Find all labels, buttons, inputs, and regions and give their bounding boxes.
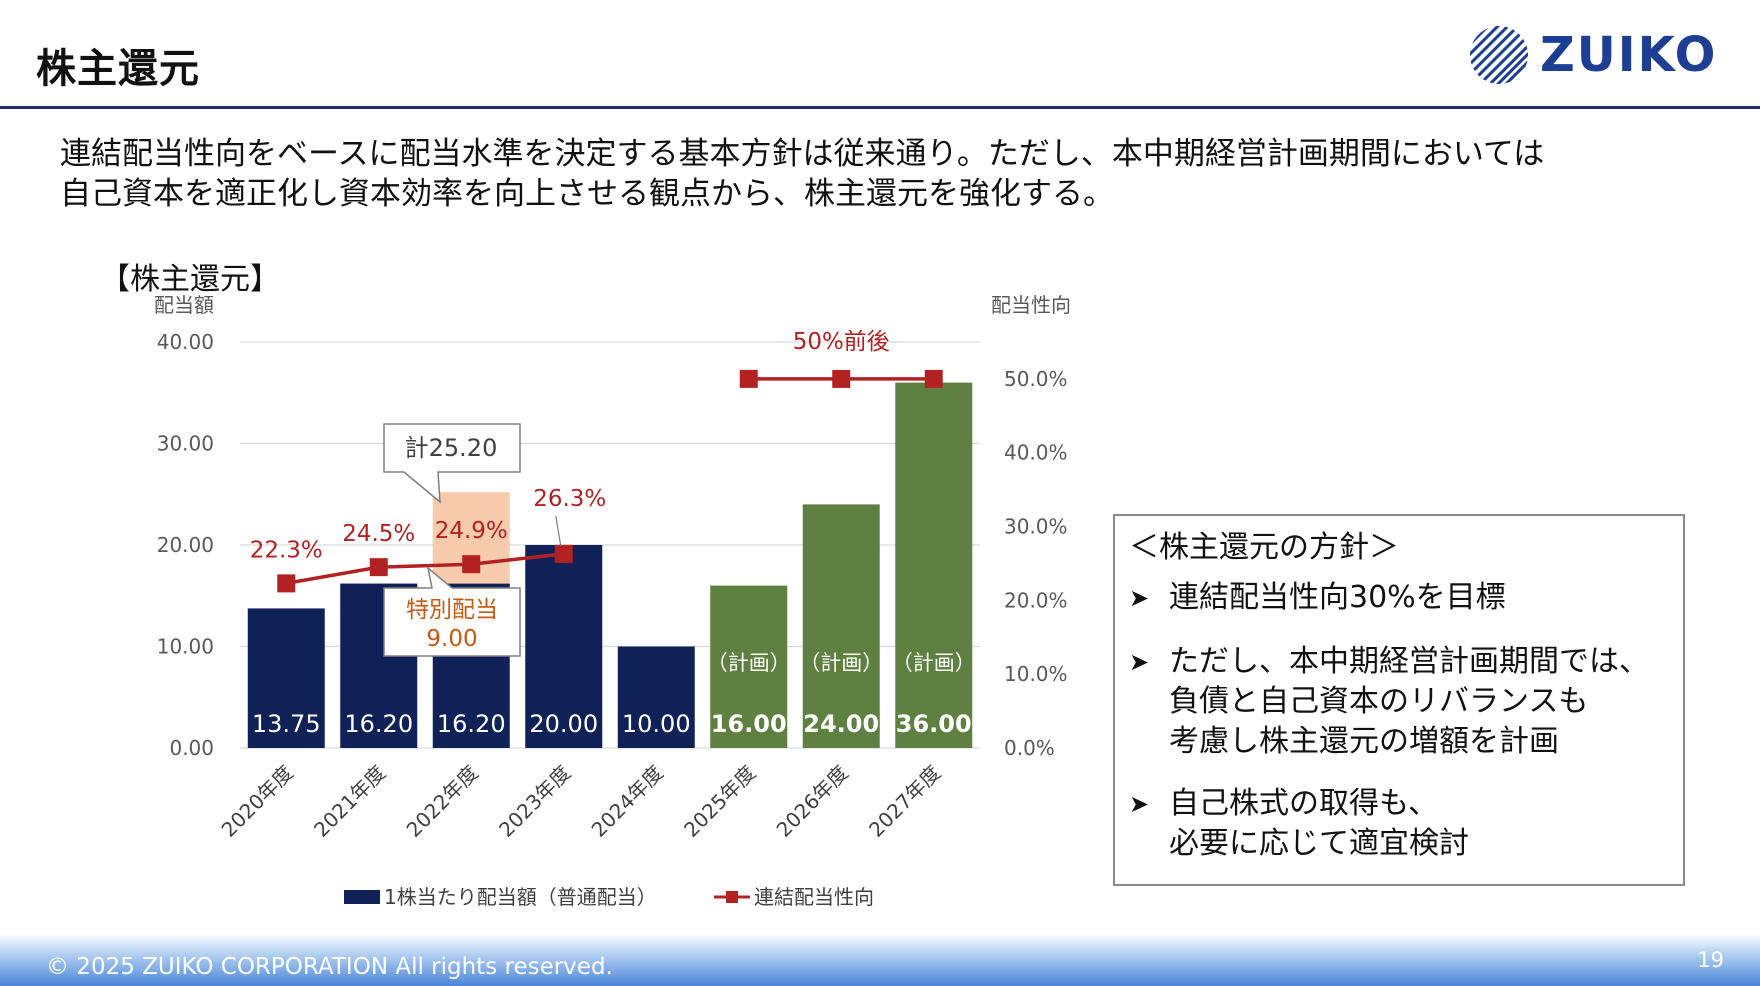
- dividend-bar: [895, 382, 973, 748]
- bar-value-label: 36.00: [896, 710, 972, 738]
- dividend-bar: [247, 608, 325, 748]
- bar-value-label: 24.00: [803, 710, 879, 738]
- policy-line: 負債と自己資本のリバランスも: [1169, 684, 1589, 719]
- page-number: 19: [1697, 948, 1724, 972]
- total-callout-box: [383, 423, 521, 504]
- payout-marker: [462, 555, 481, 574]
- dividend-bar: [802, 504, 880, 748]
- payout-label: 26.3%: [533, 486, 606, 512]
- payout-leader-line: [555, 515, 562, 546]
- policy-item: ➤ ただし、本中期経営計画期間では、 負債と自己資本のリバランスも 考慮し株主還…: [1129, 642, 1649, 762]
- policy-line: 自己株式の取得も、: [1169, 786, 1439, 821]
- category-label: 2023年度: [494, 761, 575, 842]
- bar-value-label: 20.00: [529, 710, 598, 738]
- payout-marker: [554, 544, 573, 563]
- payout-label: 22.3%: [250, 537, 323, 563]
- plan-label: （計画）: [707, 651, 791, 675]
- header-divider: [0, 106, 1760, 109]
- policy-item: ➤ 自己株式の取得も、 必要に応じて適宜検討: [1129, 784, 1469, 864]
- dividend-bar: [525, 545, 603, 748]
- copyright-text: © 2025 ZUIKO CORPORATION All rights rese…: [46, 954, 613, 980]
- special-callout-value: 9.00: [426, 626, 477, 652]
- bar-value-label: 13.75: [252, 710, 321, 738]
- legend-label-bar: 1株当たり配当額（普通配当）: [384, 885, 657, 909]
- right-axis-title: 配当性向: [991, 293, 1071, 317]
- payout-marker: [277, 574, 296, 593]
- legend-swatch-bar: [344, 890, 380, 904]
- payout-marker: [924, 369, 943, 388]
- bar-value-label: 16.20: [344, 710, 413, 738]
- bar-value-label: 16.20: [437, 710, 506, 738]
- policy-line: ただし、本中期経営計画期間では、: [1169, 644, 1649, 679]
- dividend-bar: [710, 585, 788, 748]
- right-tick-label: 0.0%: [1004, 736, 1055, 760]
- policy-heading: ＜株主還元の方針＞: [1129, 530, 1399, 565]
- policy-item: ➤ 連結配当性向30%を目標: [1129, 578, 1506, 618]
- zuiko-logo-icon: [1470, 26, 1528, 84]
- chart-heading: 【株主還元】: [100, 262, 280, 297]
- zuiko-logo: ZUIKO: [1468, 22, 1728, 88]
- bar-value-label: 16.00: [711, 710, 787, 738]
- category-label: 2026年度: [772, 761, 853, 842]
- left-tick-label: 30.00: [157, 432, 214, 456]
- payout-marker: [369, 558, 388, 577]
- dividend-bar: [617, 646, 695, 748]
- intro-text: 連結配当性向をベースに配当水準を決定する基本方針は従来通り。ただし、本中期経営計…: [60, 134, 1544, 214]
- payout-marker: [739, 369, 758, 388]
- special-callout-box: [383, 566, 521, 657]
- logo-wordmark: ZUIKO: [1540, 27, 1718, 83]
- dividend-chart: 0.00 10.00 20.00 30.00 40.00 0.0% 10.0% 20.0% 30…: [154, 293, 1071, 909]
- arrow-bullet-icon: ➤: [1129, 584, 1150, 612]
- left-axis-title: 配当額: [154, 293, 214, 317]
- payout-marker: [832, 369, 851, 388]
- policy-line: 連結配当性向30%を目標: [1169, 580, 1506, 615]
- left-tick-label: 20.00: [157, 533, 214, 557]
- payout-label: 24.9%: [435, 518, 508, 544]
- payout-label: 24.5%: [342, 521, 415, 547]
- target-label: 50%前後: [793, 329, 890, 355]
- legend-label-line: 連結配当性向: [754, 885, 874, 909]
- policy-box: ＜株主還元の方針＞ ➤ 連結配当性向30%を目標 ➤ ただし、本中期経営計画期間…: [1113, 514, 1685, 886]
- category-label: 2021年度: [309, 761, 390, 842]
- category-label: 2022年度: [402, 761, 483, 842]
- left-tick-label: 10.00: [157, 635, 214, 659]
- right-tick-label: 10.0%: [1004, 662, 1068, 686]
- arrow-bullet-icon: ➤: [1129, 790, 1150, 818]
- intro-line: 連結配当性向をベースに配当水準を決定する基本方針は従来通り。ただし、本中期経営計…: [60, 136, 1545, 172]
- policy-line: 必要に応じて適宜検討: [1169, 826, 1469, 861]
- category-label: 2025年度: [679, 761, 760, 842]
- right-tick-label: 50.0%: [1004, 367, 1068, 391]
- footer-bar: © 2025 ZUIKO CORPORATION All rights rese…: [0, 934, 1760, 986]
- bar-value-label: 10.00: [622, 710, 691, 738]
- right-tick-label: 20.0%: [1004, 588, 1068, 612]
- category-label: 2024年度: [587, 761, 668, 842]
- plan-label: （計画）: [799, 651, 883, 675]
- total-callout-label: 計25.20: [405, 434, 498, 462]
- payout-line-actual: [285, 552, 564, 586]
- category-label: 2027年度: [864, 761, 945, 842]
- category-label: 2020年度: [217, 761, 298, 842]
- legend-swatch-marker: [726, 891, 738, 903]
- left-tick-label: 40.00: [157, 330, 214, 354]
- arrow-bullet-icon: ➤: [1129, 648, 1150, 676]
- right-tick-label: 30.0%: [1004, 515, 1068, 539]
- policy-line: 考慮し株主還元の増額を計画: [1169, 724, 1559, 759]
- plan-label: （計画）: [892, 651, 976, 675]
- page-title: 株主還元: [36, 46, 200, 92]
- special-callout-label: 特別配当: [406, 597, 498, 623]
- right-tick-label: 40.0%: [1004, 441, 1068, 465]
- intro-line: 自己資本を適正化し資本効率を向上させる観点から、株主還元を強化する。: [60, 176, 1114, 212]
- left-tick-label: 0.00: [169, 736, 214, 760]
